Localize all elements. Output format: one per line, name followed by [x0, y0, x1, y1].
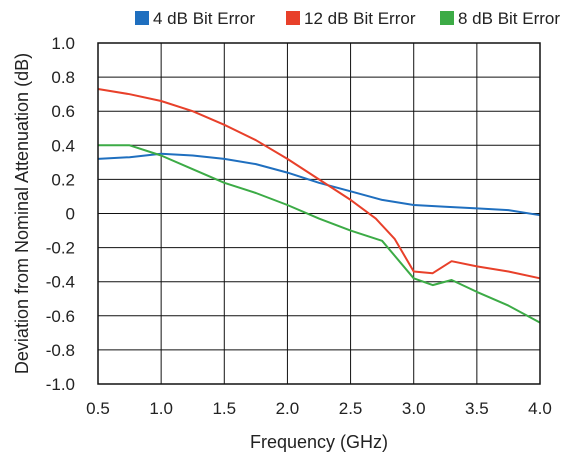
y-tick-label: 0.6 — [51, 102, 75, 121]
legend-label: 8 dB Bit Error — [458, 9, 560, 28]
x-tick-label: 4.0 — [528, 399, 552, 418]
x-tick-label: 1.0 — [149, 399, 173, 418]
plot-frame — [97, 42, 541, 385]
plot-area — [97, 42, 541, 385]
legend-swatch — [135, 11, 149, 25]
legend-label: 4 dB Bit Error — [153, 9, 255, 28]
y-tick-label: 0 — [66, 205, 75, 224]
series-line-2 — [97, 88, 541, 280]
legend-label: 12 dB Bit Error — [304, 9, 416, 28]
x-tick-label: 2.0 — [276, 399, 300, 418]
y-tick-label: -1.0 — [46, 375, 75, 394]
y-tick-label: -0.6 — [46, 307, 75, 326]
series-line-1 — [97, 152, 541, 217]
y-tick-label: 0.2 — [51, 170, 75, 189]
y-tick-label: 1.0 — [51, 34, 75, 53]
y-tick-label: -0.4 — [46, 273, 75, 292]
x-axis-title: Frequency (GHz) — [250, 432, 388, 452]
x-tick-label: 1.5 — [212, 399, 236, 418]
x-tick-label: 2.5 — [339, 399, 363, 418]
y-axis-ticks: 1.0 0.8 0.6 0.4 0.2 0 -0.2 -0.4 -0.6 -0.8 -1.0 — [46, 34, 75, 394]
legend-swatch — [286, 11, 300, 25]
x-axis-ticks: 0.5 1.0 1.5 2.0 2.5 3.0 3.5 4.0 — [86, 399, 552, 418]
series-line-3 — [98, 144, 541, 324]
legend-swatch — [440, 11, 454, 25]
y-axis-title: Deviation from Nominal Attenuation (dB) — [12, 53, 32, 374]
legend: 4 dB Bit Error 12 dB Bit Error 8 dB Bit Er… — [135, 9, 560, 28]
y-tick-label: -0.8 — [46, 341, 75, 360]
x-tick-label: 3.0 — [402, 399, 426, 418]
y-tick-label: 0.8 — [51, 68, 75, 87]
x-tick-label: 3.5 — [465, 399, 489, 418]
y-tick-label: -0.2 — [46, 239, 75, 258]
y-tick-label: 0.4 — [51, 136, 75, 155]
series-layer — [97, 88, 541, 324]
x-tick-label: 0.5 — [86, 399, 110, 418]
